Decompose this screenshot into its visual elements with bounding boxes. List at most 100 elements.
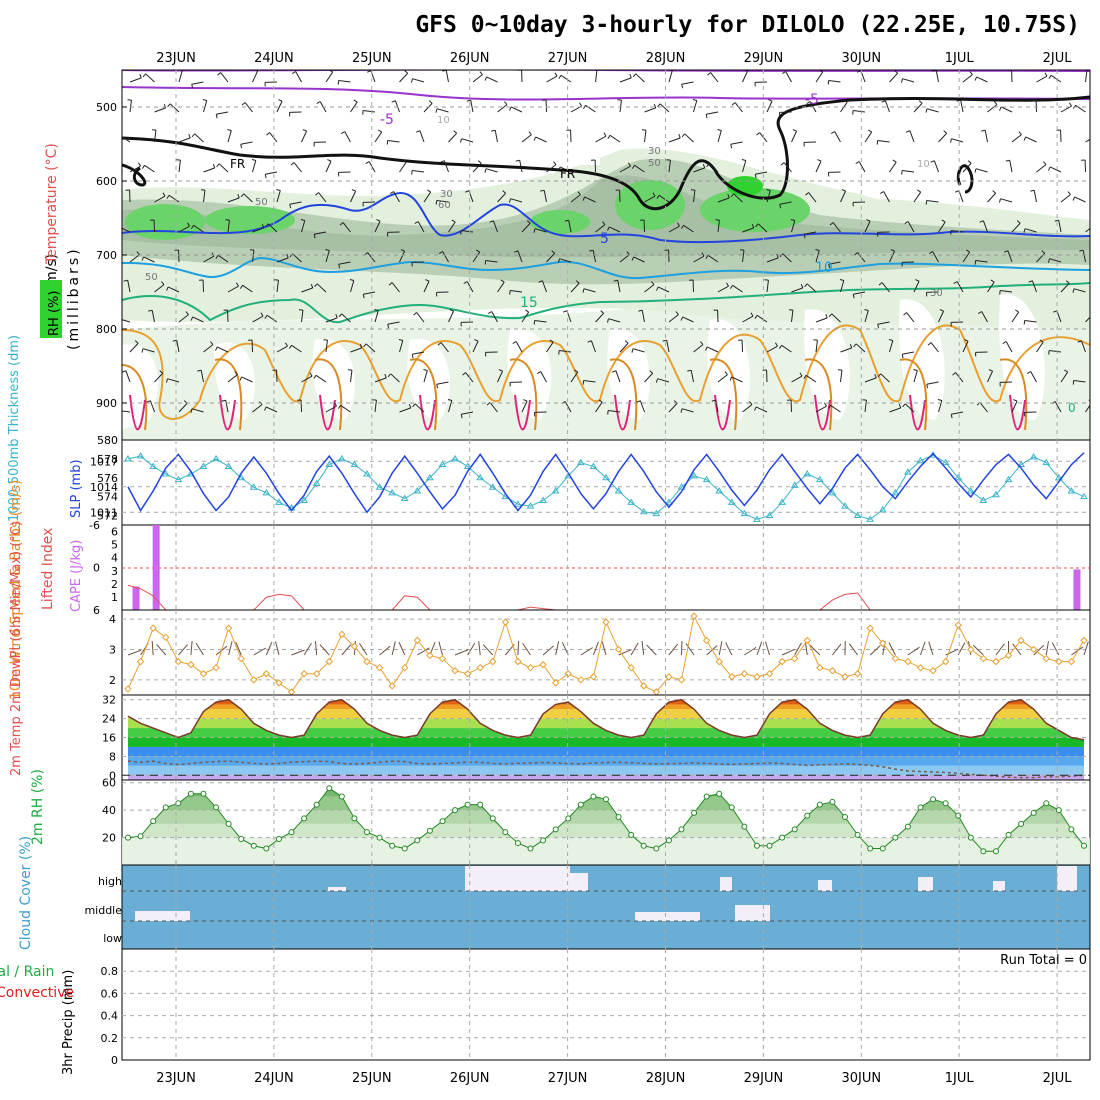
precip-tick: 0.8 (101, 965, 119, 978)
wind-barb (956, 281, 964, 293)
wind-barb-flag (215, 346, 218, 351)
wind-barb-flag (915, 279, 920, 282)
wind-speed-point (438, 654, 447, 663)
wind-barb (987, 370, 994, 383)
wind-barb (318, 192, 327, 203)
wind-barb-flag (1067, 191, 1071, 195)
wind-barb (619, 77, 632, 83)
wind-barb-flag (564, 219, 569, 222)
wind-barb (315, 374, 327, 383)
cloud-tick: middle (84, 904, 122, 917)
rh-point (514, 840, 521, 847)
wind-barb-flag (136, 251, 140, 255)
wind-barb (791, 287, 803, 293)
wind-barb (521, 311, 530, 323)
wind-barb-flag (502, 190, 507, 194)
wind-speed-point (1029, 645, 1038, 654)
wind-barb-flag (981, 129, 986, 132)
thickness-point (878, 505, 887, 513)
wind-barb-flag (553, 161, 557, 165)
cape-bar (132, 586, 140, 610)
wind-barb (791, 310, 794, 323)
wind-barb (191, 408, 204, 413)
contour-label: -5 (805, 92, 819, 108)
wind-barb (129, 165, 141, 173)
wind-barb (127, 280, 131, 293)
wind-barb (325, 71, 334, 83)
wind-barb (491, 311, 498, 323)
wind-barb-flag (917, 189, 921, 193)
wind-barb-flag (412, 403, 416, 408)
wind-barb (265, 171, 278, 175)
wind-barb (374, 131, 383, 143)
wind-barb-flag (1088, 399, 1090, 402)
wind-barb (252, 70, 259, 83)
wind-barb (1036, 75, 1048, 83)
wind-barb (804, 231, 817, 235)
wind-barb (783, 162, 792, 173)
wind-barb (791, 375, 803, 383)
wind-barb-10m (398, 642, 406, 656)
date-label-bottom: 24JUN (254, 1071, 294, 1086)
rh-point (125, 834, 131, 841)
wind-barb-flag (190, 225, 194, 229)
wind-barb (877, 321, 890, 325)
rh-point (175, 800, 182, 807)
contour-label: 0 (1068, 401, 1076, 415)
wind-barb (935, 70, 939, 83)
wind-speed-point (325, 657, 333, 666)
wind-barb-flag (191, 84, 194, 89)
wind-barb-flag (187, 222, 190, 227)
wind-barb-flag (990, 279, 995, 283)
wind-barb (151, 310, 155, 323)
wind-barb-10m (1045, 641, 1049, 656)
wind-barb-flag (525, 309, 529, 313)
cloud-ticks: high middle low (84, 875, 122, 945)
thickness-point (124, 454, 132, 462)
wind-barb-flag (675, 311, 679, 315)
wind-barb (399, 340, 404, 353)
wind-barb-flag (843, 99, 848, 103)
wind-speed-point (300, 670, 308, 678)
wind-barb-flag (498, 369, 503, 372)
wind-barb-10m (542, 645, 554, 656)
contour-labels: -5 -5 FR FR 5 10 15 10 30 50 60 30 50 0 … (145, 92, 1076, 415)
wind-barb (682, 316, 694, 323)
wind-barb-flag (286, 253, 289, 259)
temp-ticks: 0 8 16 24 32 (102, 694, 116, 783)
axis-label-pressure: (millibars) (66, 246, 82, 350)
wind-barb (1036, 164, 1047, 173)
precip-tick: 0.2 (101, 1032, 119, 1045)
wind-barb-flag (291, 71, 296, 74)
cloud-block (635, 912, 700, 921)
wind-barb (374, 220, 381, 233)
wind-barb (363, 291, 376, 295)
wind-barb-flag (313, 375, 317, 379)
wind-barbs (122, 70, 1090, 419)
wind-barb (834, 131, 841, 143)
wind-barb-flag (824, 402, 827, 407)
wind-barb-flag (598, 399, 603, 403)
wind-barb (889, 250, 896, 263)
wind-barb-flag (582, 196, 586, 201)
rh-point (904, 823, 911, 830)
wind-barb (693, 167, 705, 173)
wind-barb-flag (484, 168, 487, 173)
rh-point (502, 829, 509, 836)
wind-tick: 4 (109, 613, 116, 626)
wind-barb-flag (754, 174, 757, 179)
wind-barb-flag (680, 316, 684, 321)
wind-barb-flag (327, 159, 332, 162)
wind-barb-flag (166, 286, 169, 291)
wind-barb (423, 191, 432, 203)
wind-barb (1005, 341, 1013, 353)
wind-barb (387, 140, 400, 143)
wind-barb (962, 74, 973, 83)
wind-barb-flag (376, 219, 381, 222)
temp-band (128, 746, 1084, 757)
wind-barb-flag (705, 114, 708, 119)
wind-barb (200, 370, 204, 383)
cloud-block (918, 877, 933, 891)
wind-barb-flag (655, 378, 658, 383)
thickness-point (275, 498, 283, 505)
